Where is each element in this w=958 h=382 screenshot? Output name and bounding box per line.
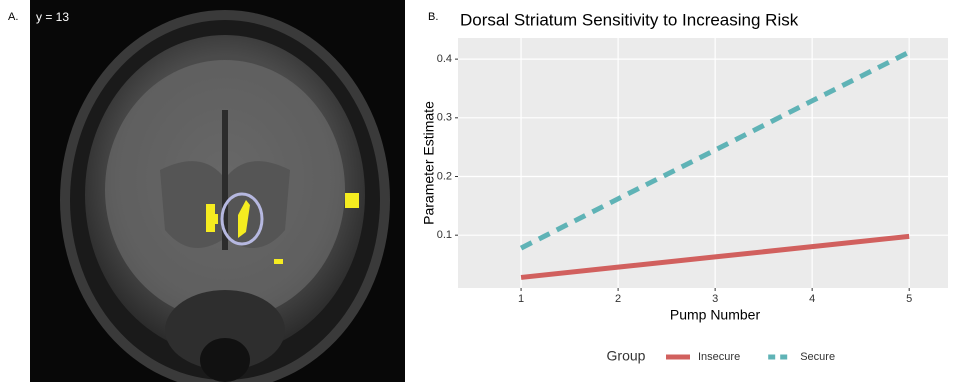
y-tick-label: 0.1 (437, 229, 452, 241)
x-axis-label: Pump Number (670, 307, 761, 323)
legend-title: Group (607, 348, 646, 364)
legend-label: Secure (800, 351, 835, 363)
x-tick-label: 5 (906, 293, 912, 305)
x-tick-label: 3 (712, 293, 718, 305)
x-tick-label: 1 (518, 293, 524, 305)
y-axis-label: Parameter Estimate (421, 101, 437, 225)
page: {"panel_a": {"label": "A.", "slice": "y … (0, 0, 958, 382)
panel-label: A. (8, 11, 18, 23)
y-tick-label: 0.2 (437, 170, 452, 182)
legend-label: Insecure (698, 351, 740, 363)
chart-title: Dorsal Striatum Sensitivity to Increasin… (460, 10, 799, 29)
x-tick-label: 2 (615, 293, 621, 305)
panel-label: B. (428, 11, 438, 23)
plot-panel (458, 38, 948, 288)
y-tick-label: 0.3 (437, 112, 452, 124)
brain-image (30, 0, 405, 382)
slice-label: y = 13 (36, 10, 69, 24)
figure: A. y = 13 B. Dorsal Striatum Sensitivity… (0, 0, 958, 382)
y-tick-label: 0.4 (437, 53, 452, 65)
x-tick-label: 4 (809, 293, 815, 305)
